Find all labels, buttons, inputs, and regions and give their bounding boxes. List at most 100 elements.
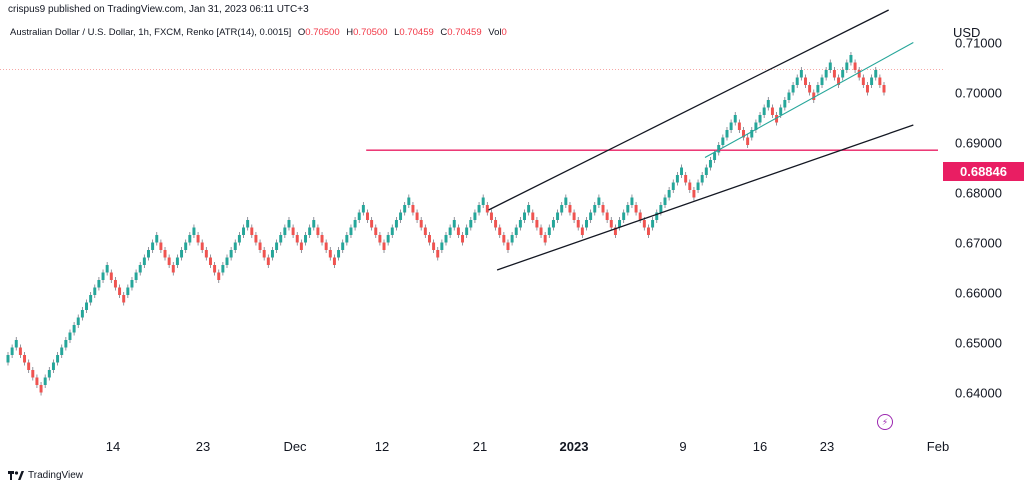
- brick-down: [878, 77, 882, 85]
- brick-up: [820, 77, 824, 85]
- brick-down: [485, 205, 489, 213]
- brick-up: [151, 242, 155, 250]
- brick-up: [841, 70, 845, 78]
- brick-up: [361, 205, 365, 213]
- brick-down: [320, 235, 324, 243]
- brick-down: [262, 250, 266, 258]
- price-tick-label: 0.66000: [955, 286, 1002, 301]
- brick-down: [688, 182, 692, 190]
- brick-up: [655, 212, 659, 220]
- brick-up: [233, 242, 237, 250]
- tradingview-logo-icon: [8, 471, 24, 480]
- brick-up: [527, 205, 531, 213]
- brick-down: [113, 280, 117, 288]
- brick-up: [758, 115, 762, 123]
- brick-up: [448, 227, 452, 235]
- brick-down: [423, 227, 427, 235]
- brick-down: [613, 227, 617, 235]
- brick-down: [122, 295, 126, 303]
- brick-up: [667, 190, 671, 198]
- brick-up: [221, 265, 225, 273]
- published-info: crispus9 published on TradingView.com, J…: [8, 4, 309, 15]
- brick-down: [742, 130, 745, 138]
- brick-up: [180, 250, 184, 258]
- brick-up: [659, 205, 663, 213]
- brick-down: [634, 205, 638, 213]
- brick-up: [828, 62, 832, 70]
- channel-lower-line[interactable]: [496, 124, 914, 271]
- price-tick-label: 0.67000: [955, 236, 1002, 251]
- brick-down: [370, 220, 374, 228]
- brick-down: [494, 220, 498, 228]
- brick-up: [386, 235, 390, 243]
- brick-down: [535, 220, 539, 228]
- brick-down: [159, 242, 163, 250]
- time-tick-label: 12: [375, 439, 389, 454]
- brick-down: [489, 212, 493, 220]
- time-tick-label: 2023: [560, 439, 589, 454]
- low-value: 0.70459: [399, 27, 434, 38]
- brick-up: [60, 347, 64, 355]
- high-value: 0.70500: [353, 27, 388, 38]
- symbol-title[interactable]: Australian Dollar / U.S. Dollar, 1h, FXC…: [10, 27, 292, 38]
- brick-up: [440, 242, 444, 250]
- brick-up: [845, 62, 849, 70]
- channel-upper-line[interactable]: [488, 9, 889, 211]
- brick-up: [518, 220, 522, 228]
- brick-up: [675, 175, 679, 183]
- brick-down: [456, 227, 460, 235]
- brick-down: [254, 235, 258, 243]
- time-tick-label: Dec: [283, 439, 307, 454]
- brick-up: [155, 235, 159, 243]
- brick-up: [799, 70, 803, 78]
- brick-up: [93, 287, 97, 295]
- resistance-price-tag: 0.68846: [943, 162, 1024, 181]
- brick-up: [663, 197, 667, 205]
- brick-down: [118, 287, 122, 295]
- brick-down: [196, 235, 200, 243]
- brand-name: TradingView: [28, 470, 84, 481]
- brick-down: [204, 250, 208, 258]
- price-axis: 0.71000 0.70000 0.69000 0.68000 0.67000 0.660…: [955, 36, 1002, 401]
- brick-up: [671, 182, 675, 190]
- brick-down: [250, 227, 254, 235]
- brick-up: [849, 55, 853, 63]
- brick-up: [469, 220, 473, 228]
- brick-down: [498, 227, 502, 235]
- brick-up: [279, 235, 283, 243]
- brick-down: [200, 242, 204, 250]
- brick-up: [51, 362, 55, 370]
- brick-up: [275, 242, 279, 250]
- brick-down: [506, 242, 510, 250]
- inner-trend-line[interactable]: [704, 42, 914, 158]
- brick-up: [593, 205, 597, 213]
- brick-up: [312, 220, 316, 228]
- brick-up: [308, 227, 312, 235]
- ohlc-values: O0.70500 H0.70500 L0.70459 C0.70459 Vol0: [298, 27, 511, 38]
- brick-up: [626, 205, 630, 213]
- brick-up: [766, 100, 770, 108]
- brick-up: [824, 70, 828, 78]
- brick-up: [630, 197, 634, 205]
- brick-down: [684, 175, 688, 183]
- brick-up: [341, 242, 345, 250]
- brick-down: [415, 212, 419, 220]
- flash-icon[interactable]: ⚡: [877, 414, 893, 430]
- open-value: 0.70500: [305, 27, 340, 38]
- brick-up: [597, 197, 601, 205]
- brick-up: [680, 167, 684, 175]
- brick-up: [585, 220, 588, 228]
- brick-up: [242, 227, 246, 235]
- brick-up: [696, 182, 700, 190]
- volume-value: 0: [501, 27, 507, 38]
- brick-up: [725, 130, 729, 138]
- brick-up: [6, 355, 10, 363]
- brick-up: [816, 85, 820, 93]
- brick-up: [700, 175, 704, 183]
- brick-up: [68, 332, 72, 340]
- brick-down: [543, 235, 547, 243]
- brick-down: [568, 205, 572, 213]
- brick-up: [452, 220, 456, 228]
- brick-down: [213, 265, 217, 273]
